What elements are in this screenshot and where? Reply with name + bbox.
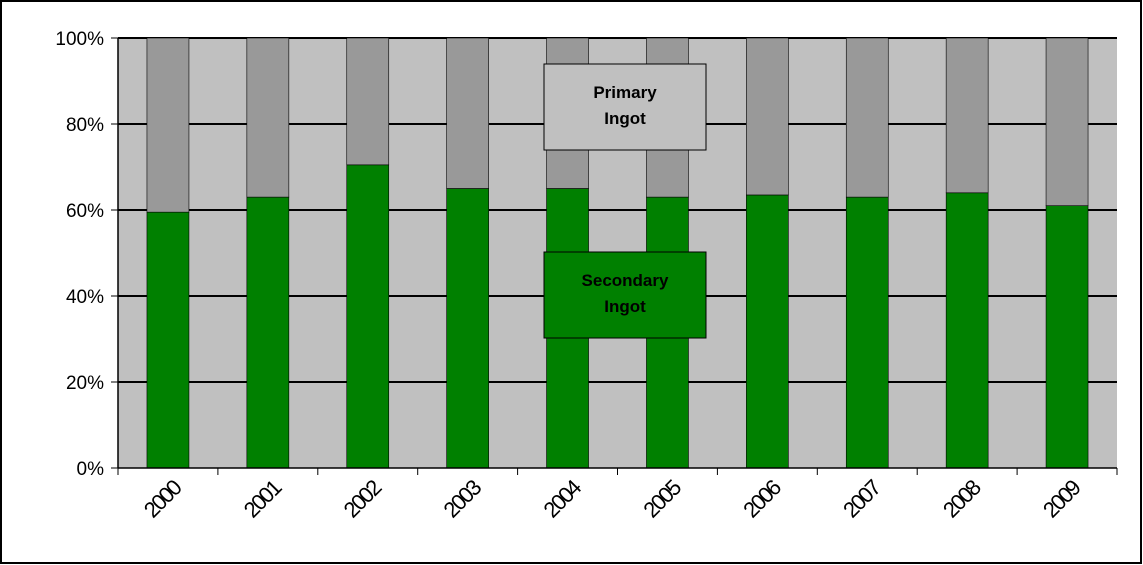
annotation-box — [543, 63, 707, 151]
bar-secondary-ingot-2000 — [146, 211, 190, 469]
bar-primary-ingot-2001 — [246, 37, 290, 198]
bar-secondary-ingot-2002 — [346, 164, 390, 469]
bar-primary-ingot-2000 — [146, 37, 190, 213]
bar-primary-ingot-2009 — [1045, 37, 1089, 206]
bars — [146, 37, 1089, 469]
annotation-line: Primary — [593, 83, 657, 102]
bar-secondary-ingot-2007 — [845, 196, 889, 469]
bar-primary-ingot-2008 — [945, 37, 989, 194]
y-tick-label: 80% — [66, 115, 104, 136]
bar-secondary-ingot-2001 — [246, 196, 290, 469]
bar-primary-ingot-2003 — [446, 37, 489, 189]
bar-primary-ingot-2006 — [746, 37, 789, 196]
bar-secondary-ingot-2009 — [1045, 205, 1089, 469]
y-tick-label: 0% — [77, 459, 105, 480]
y-tick-label: 40% — [66, 287, 104, 308]
annotation-secondary-ingot: Secondary Ingot — [543, 251, 707, 339]
y-tick-label: 20% — [66, 373, 104, 394]
annotation-line: Ingot — [604, 297, 646, 316]
bar-primary-ingot-2002 — [346, 37, 390, 166]
bar-secondary-ingot-2006 — [746, 194, 789, 469]
bar-secondary-ingot-2003 — [446, 188, 489, 469]
y-tick-label: 60% — [66, 201, 104, 222]
annotation-primary-ingot: Primary Ingot — [543, 63, 707, 151]
y-tick-labels: 0% 20% 40% 60% 80% 100% — [55, 29, 104, 480]
bar-secondary-ingot-2008 — [945, 192, 989, 469]
y-tick-label: 100% — [55, 29, 104, 50]
bar-primary-ingot-2007 — [845, 37, 889, 198]
annotation-line: Secondary — [582, 271, 669, 290]
annotation-line: Ingot — [604, 109, 646, 128]
annotation-box — [543, 251, 707, 339]
axes — [117, 38, 1118, 475]
